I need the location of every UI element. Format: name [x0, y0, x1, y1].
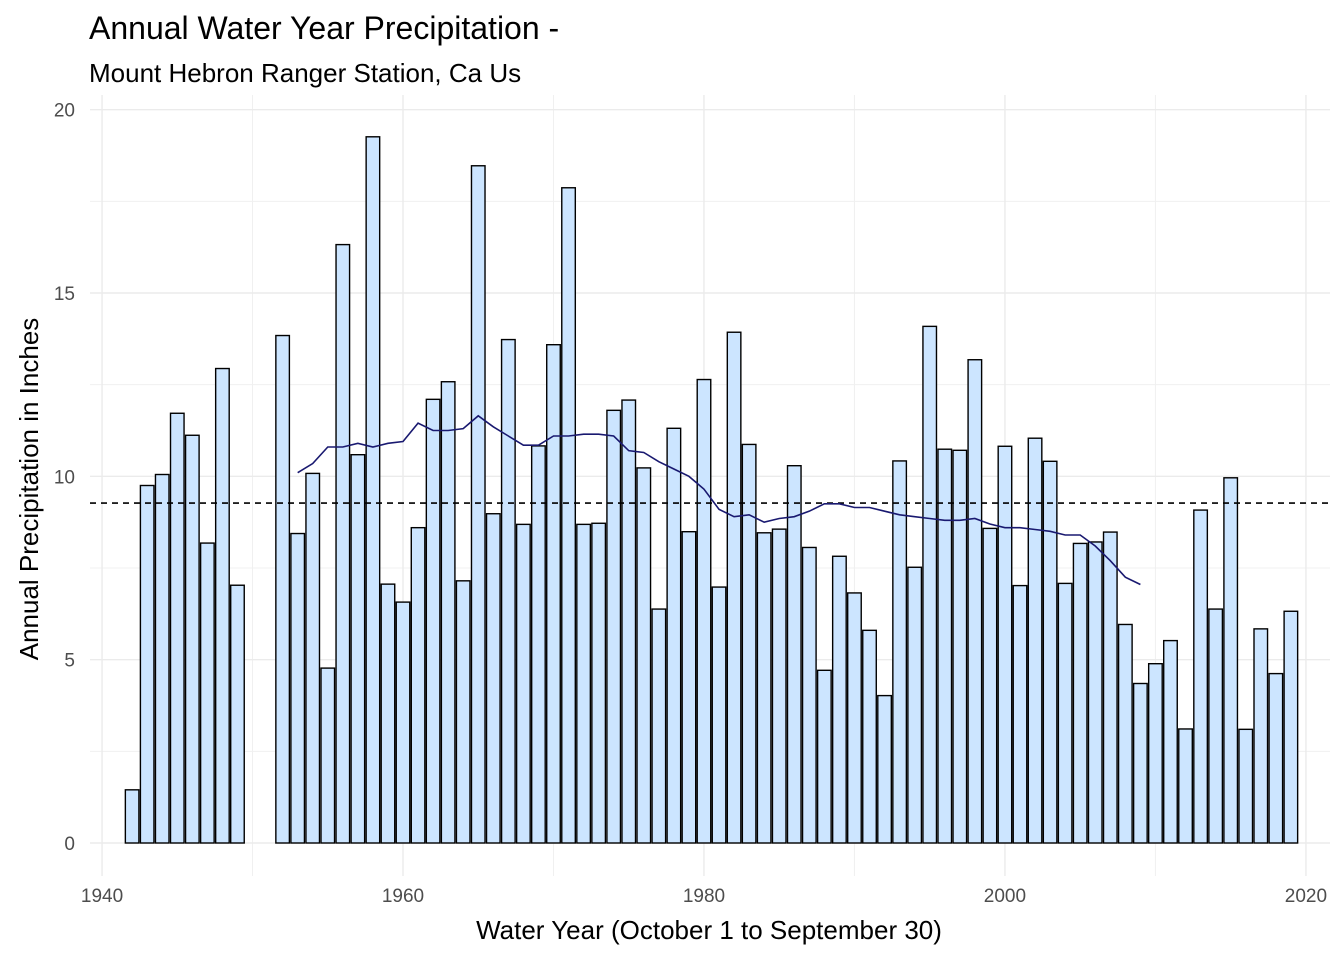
bar [606, 409, 622, 844]
bar [1102, 531, 1118, 844]
bar [846, 592, 862, 844]
y-tick-label: 15 [54, 284, 75, 305]
bar [305, 472, 321, 844]
bar [1147, 663, 1163, 844]
bar [184, 434, 200, 844]
bar [1027, 437, 1043, 844]
bar [771, 528, 787, 844]
bar [199, 542, 215, 844]
y-tick-label: 20 [54, 101, 75, 122]
x-tick-label: 1980 [683, 886, 725, 907]
bar [997, 445, 1013, 844]
bar [1238, 728, 1254, 844]
bar [350, 454, 366, 844]
bar [380, 583, 396, 844]
bar [1253, 628, 1269, 844]
bar [1193, 509, 1209, 844]
bar [455, 580, 471, 844]
bar [816, 669, 832, 844]
bar [1163, 639, 1178, 844]
bar [154, 473, 170, 844]
bar [922, 325, 938, 844]
bars [124, 136, 1299, 844]
bar [395, 601, 411, 844]
bar [786, 465, 802, 844]
bar [1132, 682, 1148, 844]
x-tick-label: 2000 [984, 886, 1026, 907]
bar [485, 513, 501, 844]
bar [470, 165, 486, 844]
x-tick-label: 2020 [1285, 886, 1327, 907]
bar [1057, 582, 1073, 844]
bar [831, 555, 847, 844]
bar [591, 522, 607, 844]
bar [937, 448, 953, 844]
x-tick-label: 1940 [81, 886, 123, 907]
bar [862, 629, 877, 844]
bar [410, 526, 426, 844]
bar [1042, 460, 1058, 844]
bar [636, 467, 652, 844]
bar [651, 608, 667, 844]
bar [229, 584, 245, 844]
bar [275, 334, 291, 844]
y-tick-label: 5 [64, 651, 75, 672]
y-tick-label: 0 [64, 834, 75, 855]
bar [741, 443, 757, 844]
bar [801, 546, 817, 844]
bar [711, 586, 727, 844]
bar [907, 566, 923, 844]
bar [1223, 477, 1239, 844]
bar [320, 667, 336, 844]
bar [169, 412, 185, 844]
bar [515, 523, 531, 844]
bar [530, 445, 546, 844]
bar [546, 344, 561, 844]
bar [335, 243, 351, 844]
bar [425, 398, 441, 844]
bar [365, 136, 381, 844]
chart-title: Annual Water Year Precipitation - [89, 10, 560, 46]
bar [877, 694, 893, 844]
bar [1117, 623, 1133, 844]
moving-average-line [297, 414, 1141, 586]
bar [1072, 542, 1088, 844]
bar [1178, 728, 1194, 844]
bar [1208, 608, 1224, 844]
x-axis-title: Water Year (October 1 to September 30) [476, 915, 942, 945]
reference-lines [90, 414, 1330, 586]
bar [124, 789, 140, 844]
y-axis-title: Annual Precipitation in Inches [14, 318, 44, 661]
bar [139, 484, 155, 844]
chart-subtitle: Mount Hebron Ranger Station, Ca Us [89, 58, 522, 88]
x-tick-label: 1960 [382, 886, 424, 907]
bar [967, 359, 983, 844]
bar [982, 527, 998, 844]
bar [621, 399, 637, 844]
bar [696, 378, 712, 844]
bar [500, 338, 516, 844]
bar [952, 449, 968, 844]
bar [1283, 610, 1299, 844]
bar [440, 381, 456, 844]
bar [1012, 584, 1028, 844]
bar [681, 531, 697, 844]
bar [1087, 541, 1103, 844]
bar [576, 523, 592, 844]
bar [726, 331, 742, 844]
bar [756, 532, 772, 844]
bar [892, 460, 908, 844]
tick-labels: 1940 1960 1980 2000 2020 0 5 10 15 20 [54, 101, 1327, 907]
y-tick-label: 10 [54, 467, 75, 488]
bar [1268, 672, 1284, 844]
bar [214, 367, 230, 844]
bar [561, 187, 577, 844]
bar [290, 532, 306, 844]
bar [666, 427, 682, 844]
